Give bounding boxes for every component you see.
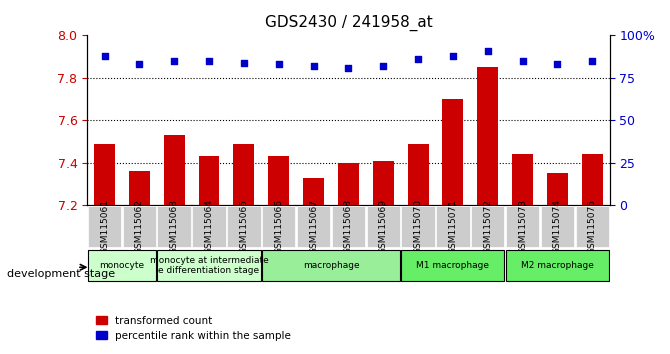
Text: GSM115066: GSM115066 <box>274 199 283 254</box>
Point <box>99 53 110 59</box>
Bar <box>373 161 394 354</box>
FancyBboxPatch shape <box>227 206 261 247</box>
Bar <box>477 67 498 354</box>
FancyBboxPatch shape <box>157 250 261 281</box>
Point <box>308 63 319 69</box>
Text: GSM115062: GSM115062 <box>135 199 144 254</box>
Bar <box>198 156 220 354</box>
FancyBboxPatch shape <box>192 206 226 247</box>
Point <box>413 56 423 62</box>
Bar <box>233 144 255 354</box>
Text: M1 macrophage: M1 macrophage <box>417 261 489 270</box>
FancyBboxPatch shape <box>88 206 121 247</box>
FancyBboxPatch shape <box>576 206 609 247</box>
Text: GSM115067: GSM115067 <box>309 199 318 254</box>
Bar <box>338 163 359 354</box>
Bar <box>442 99 464 354</box>
Text: GSM115069: GSM115069 <box>379 199 388 254</box>
Point <box>273 62 284 67</box>
Bar <box>129 171 150 354</box>
FancyBboxPatch shape <box>506 206 539 247</box>
Text: monocyte at intermediate
e differentiation stage: monocyte at intermediate e differentiati… <box>149 256 269 275</box>
Text: GSM115068: GSM115068 <box>344 199 353 254</box>
Text: M2 macrophage: M2 macrophage <box>521 261 594 270</box>
Bar <box>268 156 289 354</box>
Point <box>134 62 145 67</box>
FancyBboxPatch shape <box>541 206 574 247</box>
Text: GSM115073: GSM115073 <box>518 199 527 254</box>
Bar <box>547 173 568 354</box>
Bar <box>94 144 115 354</box>
Point <box>482 48 493 53</box>
FancyBboxPatch shape <box>262 250 400 281</box>
FancyBboxPatch shape <box>297 206 330 247</box>
Text: GSM115072: GSM115072 <box>483 199 492 254</box>
Point <box>517 58 528 64</box>
Legend: transformed count, percentile rank within the sample: transformed count, percentile rank withi… <box>92 312 295 345</box>
Point <box>343 65 354 70</box>
Text: monocyte: monocyte <box>99 261 145 270</box>
FancyBboxPatch shape <box>401 206 435 247</box>
Point <box>204 58 214 64</box>
Bar <box>512 154 533 354</box>
Text: GSM115074: GSM115074 <box>553 199 562 254</box>
Point <box>448 53 458 59</box>
FancyBboxPatch shape <box>366 206 400 247</box>
Text: GSM115075: GSM115075 <box>588 199 597 254</box>
FancyBboxPatch shape <box>506 250 609 281</box>
Point <box>378 63 389 69</box>
Bar <box>407 144 429 354</box>
Text: GSM115063: GSM115063 <box>170 199 179 254</box>
Text: macrophage: macrophage <box>303 261 359 270</box>
FancyBboxPatch shape <box>332 206 365 247</box>
FancyBboxPatch shape <box>157 206 191 247</box>
Text: GSM115071: GSM115071 <box>448 199 458 254</box>
Point <box>169 58 180 64</box>
Bar <box>582 154 603 354</box>
Point <box>587 58 598 64</box>
FancyBboxPatch shape <box>436 206 470 247</box>
Point <box>552 62 563 67</box>
FancyBboxPatch shape <box>471 206 505 247</box>
Text: GSM115061: GSM115061 <box>100 199 109 254</box>
Text: development stage: development stage <box>7 269 115 279</box>
FancyBboxPatch shape <box>123 206 156 247</box>
Text: GSM115065: GSM115065 <box>239 199 249 254</box>
Title: GDS2430 / 241958_at: GDS2430 / 241958_at <box>265 15 432 31</box>
Text: GSM115064: GSM115064 <box>204 199 214 254</box>
FancyBboxPatch shape <box>262 206 295 247</box>
Point <box>239 60 249 65</box>
Bar <box>163 135 185 354</box>
Bar <box>303 178 324 354</box>
Text: GSM115070: GSM115070 <box>413 199 423 254</box>
FancyBboxPatch shape <box>401 250 505 281</box>
FancyBboxPatch shape <box>88 250 156 281</box>
